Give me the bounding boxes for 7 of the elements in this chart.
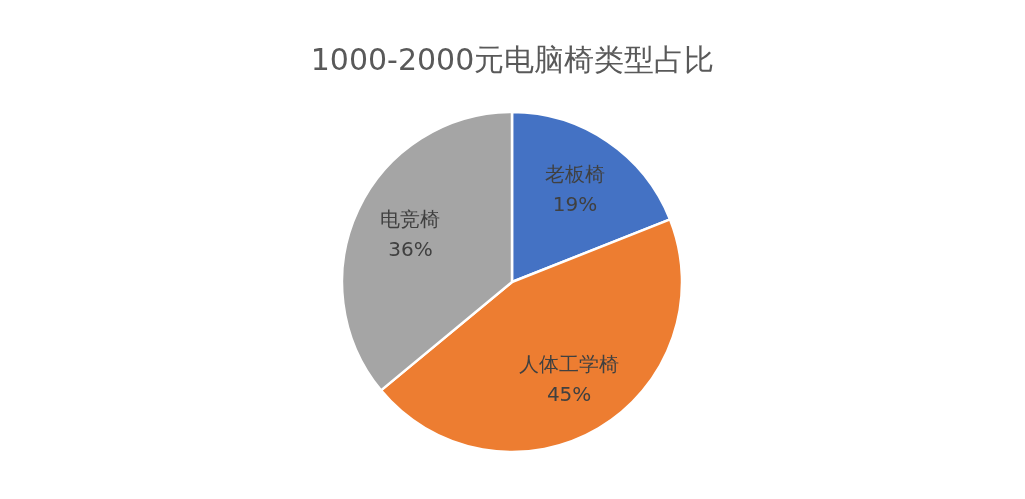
data-label: 45% [546, 381, 592, 406]
data-label: 36% [388, 237, 433, 262]
chart-title: 1000-2000元电脑椅类型占比 [310, 42, 715, 77]
slice-label: 电竞椅 [380, 207, 441, 232]
data-label: 19% [552, 192, 598, 217]
slice-label: 人体工学椅 [519, 351, 620, 376]
slice-label: 老板椅 [545, 162, 606, 187]
